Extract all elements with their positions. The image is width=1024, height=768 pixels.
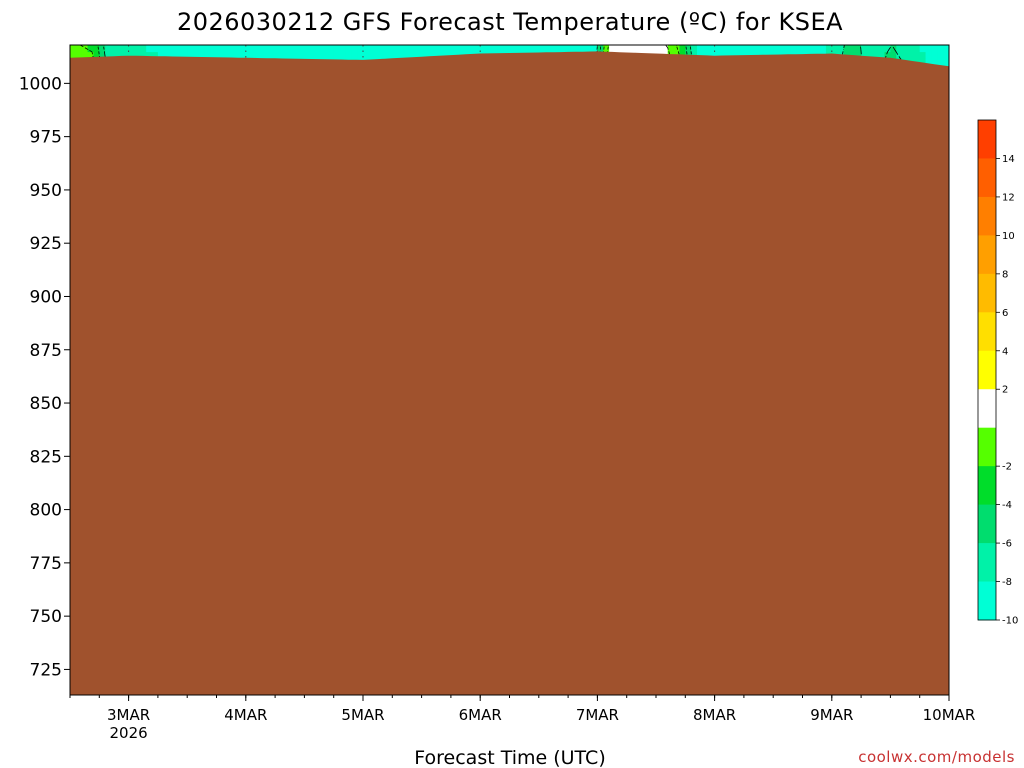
plot-area: -2024-4-6-8-8-4-2002-6-4-2-4-2-2-4022246…	[70, 45, 949, 695]
chart-title: 2026030212 GFS Forecast Temperature (ºC)…	[177, 8, 843, 36]
